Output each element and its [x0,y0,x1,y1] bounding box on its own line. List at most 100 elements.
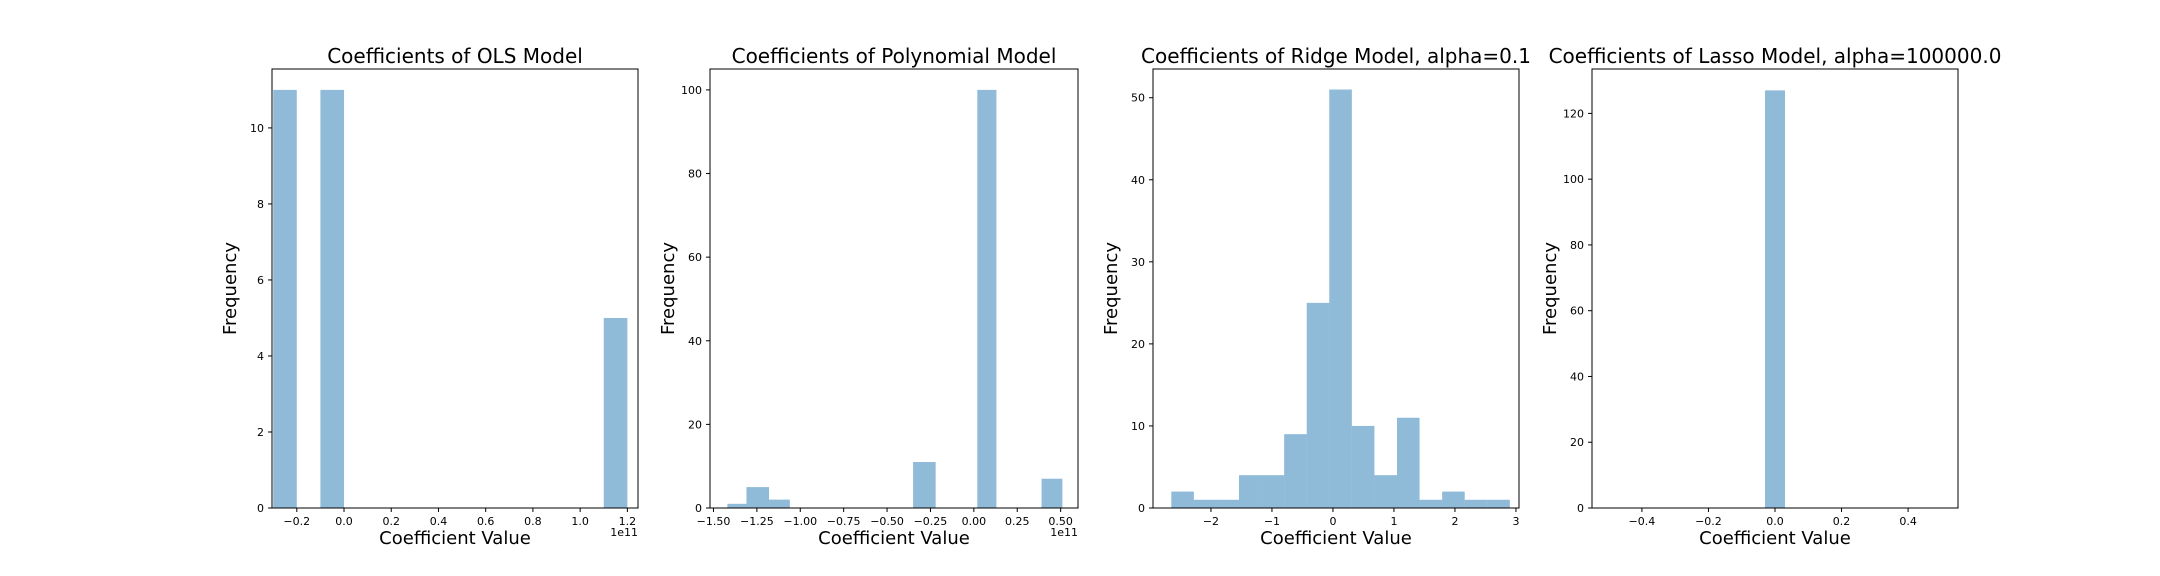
y-tick-label: 100 [681,84,702,97]
subplot-2: −1.50 −1.25 −1.00 −0.75 −0.50 −0.25 0.00 0.25 0.… [658,44,1079,549]
x-tick-label: −1.50 [697,515,731,528]
y-tick-label: 0 [1577,502,1584,515]
chart-title: Coefficients of Lasso Model, alpha=10000… [1549,44,2002,68]
x-tick-label: −0.75 [827,515,861,528]
x-tick-label: −2 [1203,515,1219,528]
x-tick-label: −0.25 [914,515,948,528]
y-tick-label: 10 [1131,420,1145,433]
y-tick-label: 40 [1131,174,1145,187]
histogram-bar [746,487,770,508]
y-tick-label: 30 [1131,256,1145,269]
x-tick-label: 0.6 [477,515,495,528]
histogram-bar [1284,434,1307,508]
x-tick-label: 3 [1512,515,1519,528]
histogram-bar [603,317,628,508]
x-tick-label: −1 [1264,515,1280,528]
x-tick-label: −0.50 [870,515,904,528]
histogram-bar [1374,475,1397,508]
y-axis-label: Frequency [1540,242,1561,335]
y-tick-label: 8 [257,198,264,211]
histogram-bar [1419,499,1443,508]
x-axis-label: Coefficient Value [1260,528,1412,549]
chart-title: Coefficients of Ridge Model, alpha=0.1 [1141,44,1531,68]
histogram-bar [769,499,790,508]
x-tick-label: 0 [1329,515,1336,528]
histogram-bar [1765,90,1785,508]
y-axis-label: Frequency [1101,242,1122,335]
histogram-bar [1193,499,1217,508]
x-tick-label: 1.2 [619,515,637,528]
y-tick-label: 20 [1570,436,1584,449]
x-tick-label: 0.25 [1005,515,1030,528]
y-tick-label: 50 [1131,92,1145,105]
x-tick-label: 0.50 [1048,515,1073,528]
y-tick-label: 10 [250,122,264,135]
x-offset-label: 1e11 [1050,526,1078,539]
histogram-bar [1239,475,1262,508]
y-tick-label: 20 [688,418,702,431]
histogram-bar [320,89,345,509]
x-tick-label: 0.0 [1766,515,1784,528]
histogram-bar [1487,499,1510,508]
histogram-bar [977,89,997,509]
x-tick-label: −1.25 [740,515,774,528]
x-tick-label: 1 [1390,515,1397,528]
y-tick-label: 2 [257,426,264,439]
y-tick-label: 40 [688,335,702,348]
histogram-bar [1041,478,1063,508]
histogram-bar [1329,89,1352,509]
x-axis-label: Coefficient Value [379,528,531,549]
x-tick-label: 0.2 [1833,515,1851,528]
histogram-bar [1351,425,1375,508]
x-tick-label: 1.0 [571,515,589,528]
y-tick-label: 60 [1570,305,1584,318]
x-tick-label: −1.00 [783,515,817,528]
histogram-bar [1216,499,1240,508]
axes-frame [1152,68,1520,509]
y-tick-label: 20 [1131,338,1145,351]
x-tick-label: 0.8 [524,515,542,528]
x-axis-label: Coefficient Value [1699,528,1851,549]
histogram-bar [1464,499,1488,508]
histogram-bar [1306,302,1330,508]
y-tick-label: 0 [257,502,264,515]
histogram-bar [1171,491,1194,508]
x-tick-label: 0.4 [430,515,448,528]
histogram-bar [727,503,747,508]
y-axis-label: Frequency [220,242,241,335]
axes-frame [271,68,639,509]
subplot-1: −0.2 0.0 0.2 0.4 0.6 0.8 1.0 1.2 0 2 4 6 8 10 Coeffici… [220,44,639,549]
axes-frame [709,68,1079,509]
x-tick-label: −0.2 [283,515,310,528]
y-tick-label: 80 [1570,239,1584,252]
x-tick-label: 2 [1451,515,1458,528]
y-tick-label: 4 [257,350,264,363]
x-tick-label: 0.2 [382,515,400,528]
histogram-bar [1442,491,1465,508]
y-tick-label: 0 [695,502,702,515]
y-tick-label: 6 [257,274,264,287]
chart-title: Coefficients of OLS Model [327,44,583,68]
histogram-bar [913,462,936,508]
x-tick-label: 0.00 [962,515,987,528]
y-tick-label: 60 [688,251,702,264]
y-axis-label: Frequency [658,242,679,335]
y-tick-label: 80 [688,168,702,181]
histogram-bar [273,89,297,509]
y-tick-label: 0 [1138,502,1145,515]
x-tick-label: −0.4 [1629,515,1656,528]
subplot-4: −0.4 −0.2 0.0 0.2 0.4 0 20 40 60 80 100 120 Coeffici… [1540,44,2001,549]
x-offset-label: 1e11 [610,526,638,539]
y-tick-label: 120 [1563,107,1584,120]
histogram-bar [1261,475,1285,508]
x-axis-label: Coefficient Value [818,528,970,549]
y-tick-label: 100 [1563,173,1584,186]
histogram-bar [1397,417,1420,508]
x-tick-label: −0.2 [1695,515,1722,528]
x-tick-label: 0.4 [1899,515,1917,528]
chart-title: Coefficients of Polynomial Model [732,44,1057,68]
x-tick-label: 0.0 [335,515,353,528]
y-tick-label: 40 [1570,370,1584,383]
